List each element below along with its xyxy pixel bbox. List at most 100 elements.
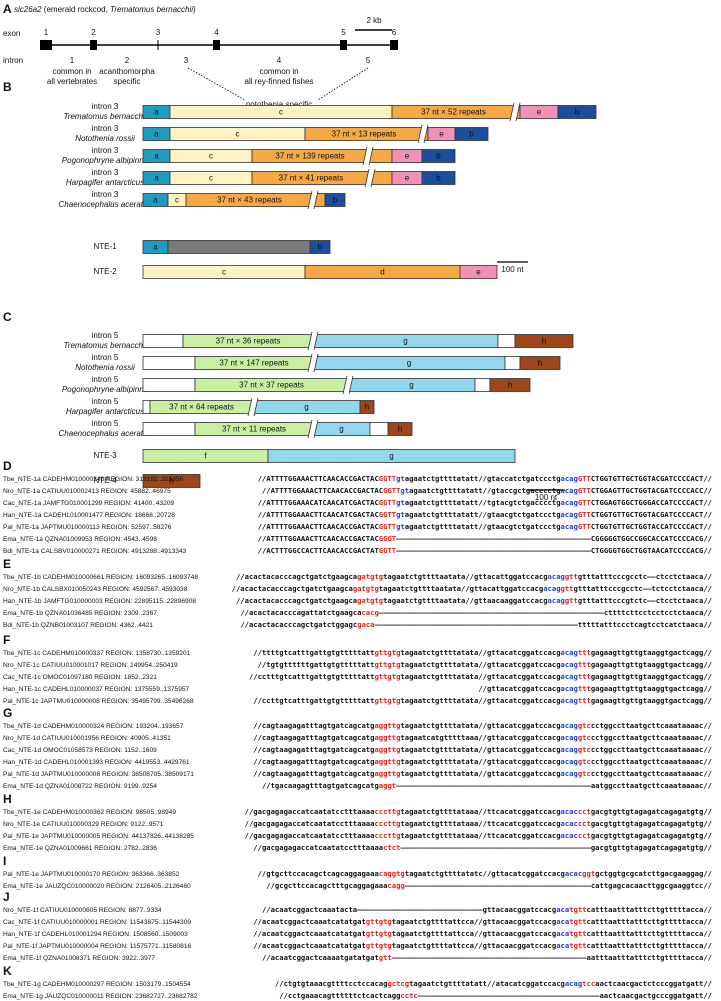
sequence-part: gacgtgttgtagagatcagagatgtg// — [591, 831, 712, 840]
sequence-part: gttgtg — [366, 917, 392, 926]
row-species: Pogonophryne albipinna — [62, 156, 149, 165]
sequence-part: //ACTTTGGCCACTTCAACACCGACTAT — [258, 546, 380, 555]
exon-number: 2 — [91, 28, 96, 37]
segment-label: 37 nt × 139 repeats — [275, 152, 344, 161]
row-species: Chaenocephalus aceratus — [59, 200, 152, 209]
sequence: //tgtgttttttgattgtgtttttattgttgtgtagaatc… — [258, 660, 712, 669]
segment-label: c — [279, 108, 283, 117]
sequence-part: agaatctgttttatatt//gtaccatctgatccctg — [405, 474, 561, 483]
sequence: //acaatcggactcaaatcatatgatgttgtgtagaatct… — [253, 917, 712, 926]
panel-label: A — [3, 2, 12, 16]
segment — [324, 193, 346, 207]
sequence-part: CTGGAGTTGCTGGTACGATCCCCACC// — [591, 486, 712, 495]
sequence-name: Ema_NTE-1e QZNA01009661 REGION: 2782..28… — [3, 845, 157, 852]
sequence-part: ————————————————————————————————————————… — [405, 881, 712, 890]
sequence-part: tagaatctgttttatata//gttacatcggatccacg — [400, 745, 560, 754]
sequence-part: tagaatctgttttatata//gttacatcggatccacg — [400, 757, 560, 766]
segment — [497, 334, 516, 348]
sequence-part: tgtt — [569, 929, 586, 938]
break-edge — [307, 419, 313, 439]
sequence-part: tagaatctgttttattcca//gttacaacggatccacg — [392, 929, 556, 938]
segment — [267, 449, 516, 463]
sequence-part: aca — [556, 929, 569, 938]
sequence-part: gttgtg — [374, 696, 400, 705]
intron-number: 2 — [125, 56, 130, 65]
sequence-name: Pal_NTE-1d JAPTMU010000008 REGION: 38508… — [3, 771, 194, 778]
break — [308, 332, 318, 350]
sequence-name: Nro_NTE-1f CATIUU010000605 REGION: 8877.… — [3, 907, 162, 914]
segment-label: e — [476, 268, 481, 277]
sequence: //ACTTTGGCCACTTCAACACCGACTATGGTT————————… — [258, 546, 712, 555]
segment-label: g — [409, 381, 413, 390]
segment-label: 37 nt × 11 repeats — [222, 425, 286, 434]
sequence-part: tagaatctgttttatatt//atacatcggatccacg — [409, 979, 565, 988]
sequence-part: gagaagttgttgtaaggtgactcagg// — [591, 672, 712, 681]
intron-number: 5 — [366, 56, 371, 65]
exon-number: 5 — [341, 28, 346, 37]
sequence-part: acag — [561, 510, 578, 519]
sequence-name: Pal_NTE-1c JAPTMU010000008 REGION: 35495… — [3, 698, 194, 705]
segment — [519, 356, 561, 370]
segment — [514, 334, 574, 348]
row-title: intron 5 — [92, 353, 119, 362]
sequence-part: ————————————————————————————————————————… — [396, 781, 712, 790]
sequence-part: tagaatctgttttaatata//gttaacaaggatccacg — [383, 596, 547, 605]
row-title: intron 5 — [92, 419, 119, 428]
sequence-part: agaatctgttttatatt//gtaccgctgacccctg — [409, 486, 560, 495]
sequence-part: gttgtg — [374, 660, 400, 669]
sequence-part: //cagtaagagatttagtgatcagcatg — [253, 733, 374, 742]
sequence-part: GGTT — [379, 498, 397, 507]
sequence-part: ————————————————————————————————————————… — [392, 953, 712, 962]
segment — [489, 378, 531, 392]
sequence: //cagtaagagatttagtgatcagcatgaggttgtagaat… — [253, 745, 712, 754]
panel-label: H — [3, 792, 12, 806]
sequence-part: //ATTTTGGAAACATCAACATCGACTAC — [258, 498, 379, 507]
sequence-part: gagaagttgttgtaaggtgactcagg// — [591, 696, 712, 705]
sequence-part: gttgtg — [374, 672, 400, 681]
sequence-part: //acaatcggactcaaatacta——————————————————… — [262, 905, 556, 914]
sequence: //acactacacccagctgatctgaagcagatgtgtagaat… — [236, 596, 712, 605]
sequence-name: Ema_NTE-1g JAUZQC010000011 REGION: 23682… — [3, 993, 198, 1000]
sequence-name: Bdi_NTE-1b QZNB01003107 REGION: 4362..44… — [3, 622, 153, 629]
sequence: //cagtaagagatttagtgatcagcatgaggttgtagaat… — [253, 733, 712, 742]
scale-label: 2 kb — [366, 16, 382, 25]
sequence-part: //acactacacccagctgatctgaagca — [236, 572, 357, 581]
segment-label: g — [339, 425, 343, 434]
sequence-part: gtttatttcccgcctc——tctcctctaaca// — [574, 584, 712, 593]
exon-label: exon — [3, 29, 20, 38]
sequence-part: catttaatttatttcttgtttttacca// — [587, 941, 713, 950]
exon-number: 6 — [392, 28, 397, 37]
sequence: //acactacacccagctgatctggagcgaca—————————… — [240, 620, 712, 629]
sequence-part: tagaatctgttttattcca//gttacaacggatccacg — [392, 941, 556, 950]
sequence-part: //acactacacccagctgatctgaagca — [232, 584, 353, 593]
sequence-name: Nro_NTE-1a CATIUU010002413 REGION: 45882… — [3, 488, 171, 495]
sequence-part: acag — [561, 684, 578, 693]
break-edge — [368, 146, 374, 166]
panel-label: E — [3, 557, 11, 571]
sequence-name: Bdi_NTE-1a CALSBV010000271 REGION: 49132… — [3, 548, 187, 555]
sequence-part: GGTT — [379, 546, 397, 555]
sequence-part: cagg — [387, 881, 404, 890]
sequence-part: ttt — [578, 684, 591, 693]
sequence-part: aca — [556, 941, 569, 950]
sequence-part: aca — [556, 905, 569, 914]
sequence-part: //acactacacccagctgatctgaagca — [236, 596, 357, 605]
sequence-part: aggttg — [374, 733, 400, 742]
sequence: //ATTTTGGAAACATCAACATCGACTACGGTTgtagaatc… — [258, 498, 712, 507]
sequence-part: //gcgcttccacagctttgcaggagaaa — [266, 881, 387, 890]
exon — [390, 40, 398, 50]
exon-number: 1 — [44, 28, 49, 37]
sequence-part: //acactacacccagctgatctggagc — [240, 620, 357, 629]
exon — [157, 40, 159, 50]
segment-label: g — [407, 359, 411, 368]
sequence: //tgacaagagtttagtgatcagcatgaggt—————————… — [262, 781, 712, 790]
sequence-part: tcc — [582, 979, 595, 988]
sequence: //ATTTTGGAAACTTCAACACCGACTACGGGT————————… — [258, 534, 712, 543]
sequence-part: //acaatcggactcaaaatgatatgat — [262, 953, 379, 962]
segment-label: c — [175, 196, 179, 205]
sequence-part: GTT — [578, 510, 592, 519]
segment — [309, 240, 331, 254]
segment-label: c — [209, 152, 213, 161]
sequence-part: //gttacatcggatccacg — [478, 684, 560, 693]
row-title: intron 3 — [92, 146, 119, 155]
